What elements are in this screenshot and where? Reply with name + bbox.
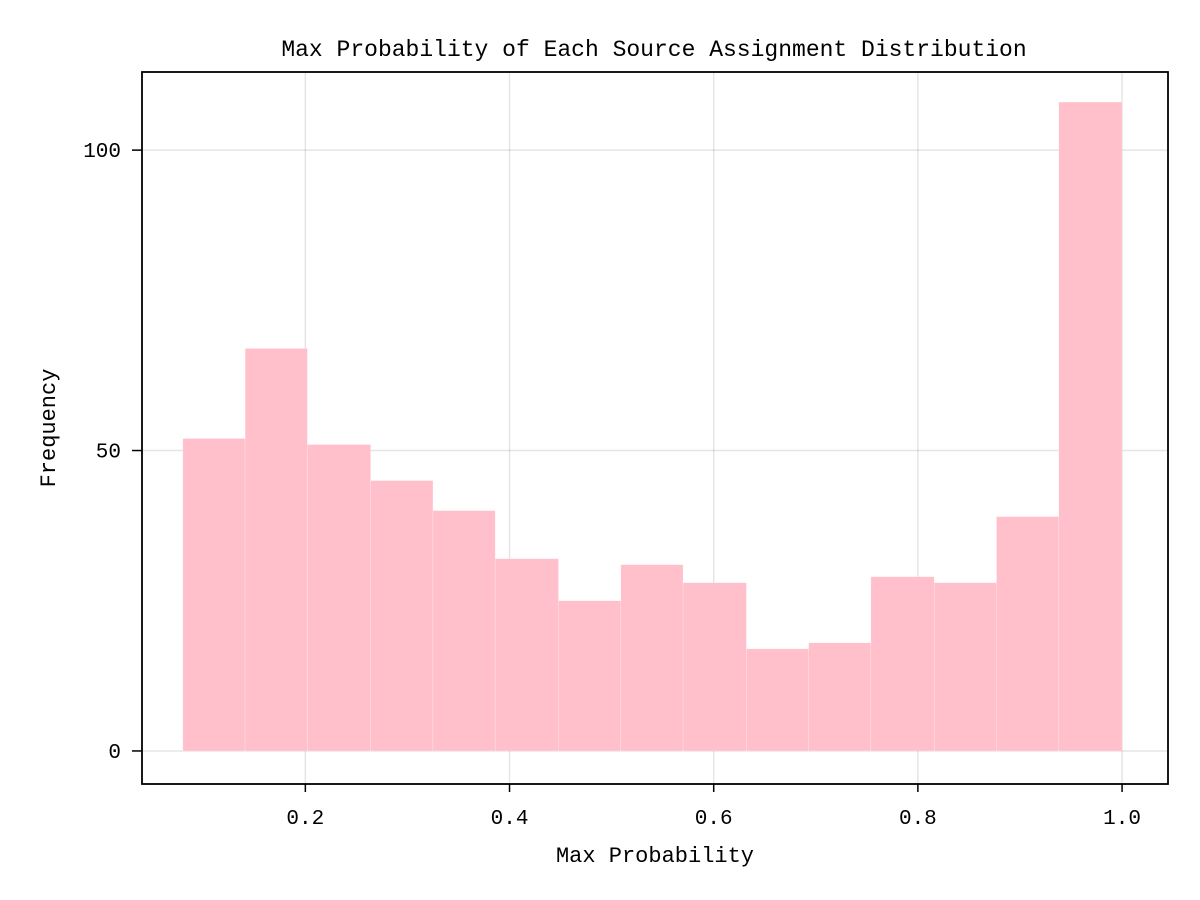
histogram-bar-12 (933, 582, 997, 752)
grid-lines (142, 72, 1168, 784)
x-tick-label-0: 0.2 (286, 808, 324, 831)
x-axis-ticks: 0.2 0.4 0.6 0.8 1.0 (286, 784, 1141, 831)
y-axis-ticks: 0 50 100 (83, 141, 142, 765)
plot-frame (141, 71, 1169, 785)
x-tick-label-1: 0.4 (491, 808, 529, 831)
y-tick-label-1: 50 (96, 442, 121, 465)
histogram-bar-8 (682, 582, 747, 752)
histogram-bar-4 (432, 510, 496, 752)
histogram-bar-6 (558, 600, 622, 752)
histogram-bar-10 (808, 642, 872, 752)
histogram-bar-13 (996, 516, 1060, 752)
y-tick-label-0: 0 (108, 742, 121, 765)
histogram-bar-3 (370, 480, 434, 752)
histogram-bar-2 (307, 444, 371, 752)
histogram-bar-11 (870, 576, 935, 752)
y-axis-label: Frequency (37, 369, 62, 488)
histogram-bar-7 (620, 564, 684, 752)
histogram-bar-0 (182, 438, 246, 752)
x-axis-label: Max Probability (556, 844, 754, 869)
histogram-bar-1 (244, 348, 308, 752)
chart-title: Max Probability of Each Source Assignmen… (281, 37, 1026, 63)
x-tick-label-4: 1.0 (1103, 808, 1141, 831)
histogram-bar-9 (746, 648, 809, 752)
x-tick-label-2: 0.6 (695, 808, 733, 831)
y-tick-label-2: 100 (83, 141, 121, 164)
histogram-bar-5 (494, 558, 559, 752)
histogram-bar-14 (1058, 101, 1123, 752)
histogram-bars (182, 101, 1123, 752)
x-tick-label-3: 0.8 (899, 808, 937, 831)
